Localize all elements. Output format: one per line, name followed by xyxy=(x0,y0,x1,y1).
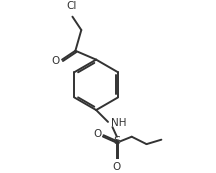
Text: O: O xyxy=(93,129,101,139)
Text: Cl: Cl xyxy=(67,1,77,11)
Text: O: O xyxy=(52,56,60,66)
Text: NH: NH xyxy=(111,118,126,128)
Text: O: O xyxy=(113,162,121,172)
Text: S: S xyxy=(113,136,121,146)
